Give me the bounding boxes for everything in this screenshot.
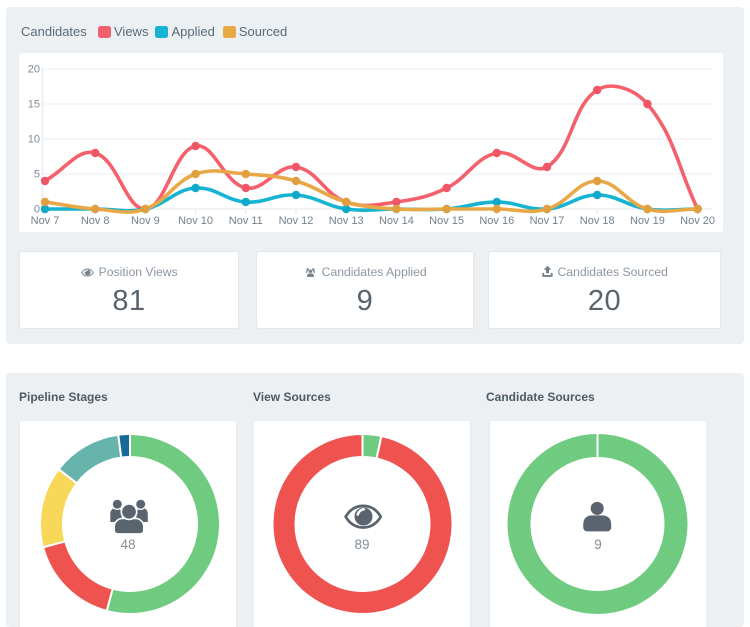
svg-text:Nov 7: Nov 7: [31, 215, 60, 227]
svg-text:Nov 11: Nov 11: [229, 215, 263, 227]
svg-text:Nov 18: Nov 18: [580, 215, 615, 227]
svg-text:Nov 13: Nov 13: [329, 215, 364, 227]
svg-text:Nov 19: Nov 19: [630, 215, 665, 227]
svg-text:Nov 15: Nov 15: [429, 215, 464, 227]
svg-text:15: 15: [28, 99, 40, 111]
svg-text:10: 10: [28, 134, 40, 146]
svg-text:Nov 16: Nov 16: [479, 215, 514, 227]
svg-text:Nov 14: Nov 14: [379, 215, 414, 227]
svg-text:0: 0: [34, 204, 40, 216]
svg-text:Nov 8: Nov 8: [81, 215, 110, 227]
svg-text:20: 20: [28, 64, 40, 76]
svg-text:Nov 20: Nov 20: [680, 215, 715, 227]
svg-text:Nov 12: Nov 12: [279, 215, 314, 227]
svg-text:Nov 10: Nov 10: [178, 215, 213, 227]
svg-text:Nov 9: Nov 9: [131, 215, 160, 227]
svg-text:Nov 17: Nov 17: [530, 215, 565, 227]
svg-text:5: 5: [34, 169, 40, 181]
